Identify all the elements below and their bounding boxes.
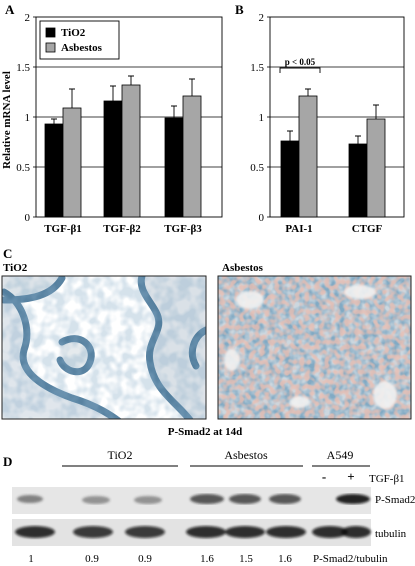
y-tick-label: 1 bbox=[259, 112, 265, 124]
blot-band bbox=[229, 494, 261, 504]
bar-tio2-2 bbox=[103, 100, 123, 218]
panel-a-label: A bbox=[5, 2, 15, 17]
micrograph-tio2-border bbox=[1, 275, 207, 420]
error-bar bbox=[355, 135, 361, 144]
y-tick-label: 1 bbox=[25, 112, 31, 124]
blot-band bbox=[312, 526, 348, 538]
blot-tubulin bbox=[12, 519, 371, 546]
blot-band bbox=[336, 494, 370, 504]
y-tick-label: 0.5 bbox=[16, 162, 30, 174]
ratio-value: 1 bbox=[28, 553, 34, 565]
error-bar bbox=[128, 75, 134, 85]
legend-swatch-asbestos bbox=[45, 42, 56, 53]
blot-band bbox=[17, 495, 43, 503]
bar-tio2-1 bbox=[44, 123, 64, 218]
blot-group-asbestos: Asbestos bbox=[224, 448, 268, 462]
alveolar-spaces bbox=[224, 285, 397, 409]
bar-tio2-3 bbox=[164, 117, 184, 218]
blot-band bbox=[266, 526, 306, 538]
error-bar bbox=[305, 88, 311, 96]
blot-group-a549: A549 bbox=[327, 448, 354, 462]
category-label: CTGF bbox=[352, 223, 383, 235]
category-label: TGF-β2 bbox=[103, 223, 141, 235]
ratio-value: 0.9 bbox=[85, 553, 99, 565]
blot-label-psmad2: P-Smad2 bbox=[375, 494, 415, 506]
micrograph-asbestos bbox=[217, 275, 412, 420]
y-tick-label: 1.5 bbox=[16, 62, 30, 74]
panel-c-caption: P-Smad2 at 14d bbox=[168, 426, 243, 438]
panel-a-ylabel: Relative mRNA level bbox=[1, 71, 13, 169]
bar-asbestos-3 bbox=[182, 95, 202, 218]
treatment-plus: + bbox=[347, 469, 354, 484]
y-tick-label: 0.5 bbox=[250, 162, 264, 174]
panel-a-legend: TiO2 Asbestos bbox=[39, 20, 120, 60]
error-bar bbox=[373, 104, 379, 119]
significance-bracket: p < 0.05 bbox=[279, 57, 321, 73]
panel-c-left-title: TiO2 bbox=[3, 262, 28, 274]
error-bar bbox=[189, 78, 195, 96]
blot-label-tubulin: tubulin bbox=[375, 528, 407, 540]
bracket-line bbox=[279, 67, 321, 73]
panel-b-label: B bbox=[235, 2, 244, 17]
micrograph-tio2 bbox=[1, 275, 207, 420]
legend-label-tio2: TiO2 bbox=[61, 27, 86, 39]
error-bar bbox=[110, 85, 116, 101]
tissue-texture bbox=[2, 276, 206, 419]
error-bar bbox=[69, 88, 75, 108]
ratio-value: 1.5 bbox=[239, 553, 253, 565]
blot-band bbox=[73, 526, 113, 538]
category-label: TGF-β3 bbox=[164, 223, 202, 235]
bar-asbestos-1 bbox=[62, 107, 82, 218]
panel-b-categories: PAI-1 CTGF bbox=[285, 223, 382, 235]
blot-band bbox=[225, 526, 265, 538]
panel-b-bars bbox=[280, 88, 386, 218]
bar-asbestos-2 bbox=[121, 84, 141, 218]
ratio-value: 1.6 bbox=[278, 553, 292, 565]
blot-band bbox=[82, 496, 110, 504]
blot-band bbox=[341, 526, 371, 538]
panel-c-label: C bbox=[3, 246, 12, 261]
category-label: TGF-β1 bbox=[44, 223, 82, 235]
y-tick-label: 1.5 bbox=[250, 62, 264, 74]
y-tick-label: 2 bbox=[259, 12, 265, 24]
blot-band bbox=[269, 494, 301, 504]
legend-box bbox=[39, 20, 120, 60]
ratio-value: 0.9 bbox=[138, 553, 152, 565]
blot-group-tio2: TiO2 bbox=[108, 448, 133, 462]
blot-band bbox=[186, 526, 226, 538]
bar-asbestos-1 bbox=[298, 95, 318, 218]
pvalue-annotation: p < 0.05 bbox=[285, 57, 316, 67]
blot-band bbox=[190, 494, 224, 504]
bar-tio2-1 bbox=[280, 140, 300, 218]
panel-a-categories: TGF-β1 TGF-β2 TGF-β3 bbox=[44, 223, 202, 235]
ratio-label: P-Smad2/tubulin bbox=[313, 553, 388, 565]
blot-band bbox=[134, 496, 162, 504]
error-bar bbox=[287, 130, 293, 141]
blot-band bbox=[15, 526, 55, 538]
y-tick-label: 0 bbox=[259, 212, 265, 224]
ratio-value: 1.6 bbox=[200, 553, 214, 565]
y-tick-label: 2 bbox=[25, 12, 31, 24]
panel-a-yticks: 0 0.5 1 1.5 2 bbox=[16, 12, 36, 224]
legend-swatch-tio2 bbox=[45, 27, 56, 38]
legend-label-asbestos: Asbestos bbox=[61, 42, 103, 54]
treatment-minus: - bbox=[322, 469, 326, 484]
panel-c-right-title: Asbestos bbox=[222, 262, 264, 274]
category-label: PAI-1 bbox=[285, 223, 312, 235]
blot-psmad2 bbox=[12, 487, 371, 514]
panel-b-yticks: 0 0.5 1 1.5 2 bbox=[250, 12, 270, 224]
panel-d-label: D bbox=[3, 454, 12, 469]
y-tick-label: 0 bbox=[25, 212, 31, 224]
error-bar bbox=[171, 105, 177, 118]
panel-a-bars bbox=[44, 75, 202, 218]
micrograph-asbestos-border bbox=[217, 275, 412, 420]
bar-tio2-2 bbox=[348, 143, 368, 218]
treatment-label: TGF-β1 bbox=[369, 473, 405, 485]
error-bar bbox=[51, 118, 57, 124]
blot-band bbox=[125, 526, 165, 538]
bar-asbestos-2 bbox=[366, 118, 386, 218]
